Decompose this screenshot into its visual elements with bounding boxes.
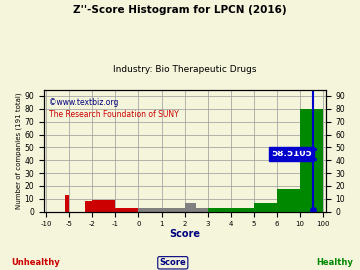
Bar	[300, 109, 323, 212]
Bar	[196, 208, 208, 212]
Text: The Research Foundation of SUNY: The Research Foundation of SUNY	[49, 110, 179, 119]
Bar	[92, 200, 115, 212]
Bar	[219, 208, 231, 212]
Bar	[173, 208, 185, 212]
Bar	[254, 203, 277, 212]
Text: 58.5105: 58.5105	[271, 149, 312, 158]
Text: Healthy: Healthy	[316, 258, 353, 267]
Bar	[127, 208, 139, 212]
X-axis label: Score: Score	[169, 229, 200, 239]
Bar	[242, 208, 254, 212]
Bar	[185, 203, 196, 212]
Bar	[85, 201, 92, 212]
Text: Industry: Bio Therapeutic Drugs: Industry: Bio Therapeutic Drugs	[113, 65, 256, 74]
Text: Unhealthy: Unhealthy	[12, 258, 60, 267]
Bar	[162, 208, 173, 212]
Bar	[64, 195, 69, 212]
Bar	[139, 208, 150, 212]
Bar	[208, 208, 219, 212]
Bar	[231, 208, 242, 212]
Bar	[150, 208, 162, 212]
Text: Z''-Score Histogram for LPCN (2016): Z''-Score Histogram for LPCN (2016)	[73, 5, 287, 15]
Bar	[277, 188, 300, 212]
Text: Score: Score	[159, 258, 186, 267]
Text: ©www.textbiz.org: ©www.textbiz.org	[49, 98, 119, 107]
Bar	[115, 208, 127, 212]
Y-axis label: Number of companies (191 total): Number of companies (191 total)	[15, 92, 22, 209]
